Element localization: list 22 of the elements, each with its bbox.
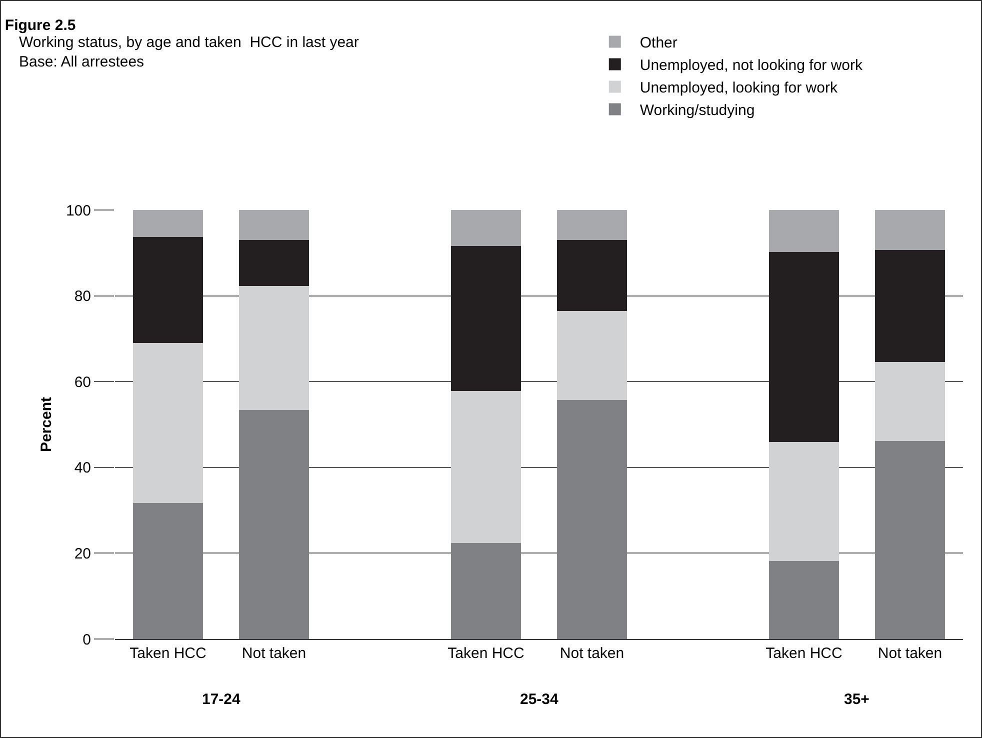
x-tick-label: Taken HCC bbox=[448, 645, 525, 662]
x-tick-label: Not taken bbox=[560, 645, 624, 662]
y-tick-label: 100 bbox=[66, 202, 91, 220]
text: 35+ bbox=[844, 691, 870, 708]
text: 17-24 bbox=[202, 691, 242, 708]
legend-label: Unemployed, looking for work bbox=[640, 80, 838, 97]
y-tick-label: 40 bbox=[74, 460, 91, 477]
x-tick-label: Taken HCC bbox=[130, 645, 207, 662]
y-tick-label: 0 bbox=[82, 631, 91, 648]
y-tick-label: 60 bbox=[74, 374, 91, 391]
x-tick-label: Not taken bbox=[242, 645, 306, 662]
legend-label: Other bbox=[640, 34, 678, 52]
chart-title: Figure 2.5 bbox=[4, 16, 76, 34]
x-tick-label: Taken HCC bbox=[766, 645, 843, 662]
y-tick-label: 20 bbox=[74, 545, 91, 562]
legend-label: Unemployed, not looking for work bbox=[640, 57, 863, 74]
legend-label: Working/studying bbox=[640, 102, 755, 120]
y-tick-label: 80 bbox=[74, 288, 91, 306]
chart-subtitle: Working status, by age and taken HCC in last year Base: All arrestees bbox=[19, 34, 359, 70]
text: 25-34 bbox=[520, 691, 560, 708]
x-tick-label: Not taken bbox=[878, 645, 942, 662]
y-axis-title: Percent bbox=[38, 396, 56, 452]
